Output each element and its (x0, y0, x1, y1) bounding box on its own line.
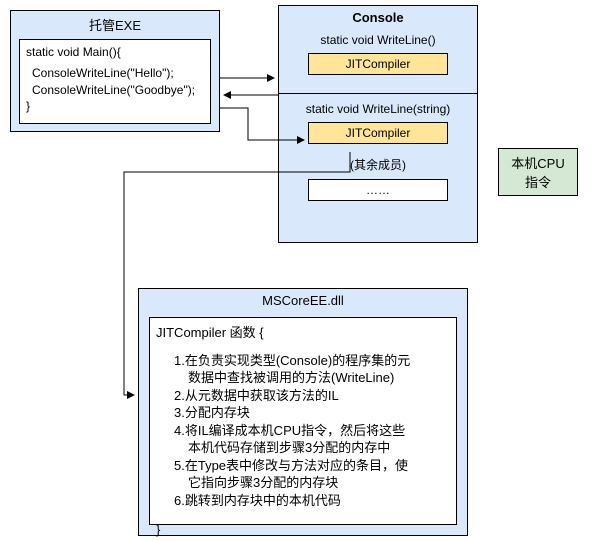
managed-exe-title: 托管EXE (11, 11, 219, 38)
method-1-label: static void WriteLine() (279, 31, 477, 49)
mscoreee-box: MSCoreEE.dll JITCompiler 函数 { 1.在负责实现类型(… (138, 288, 468, 536)
ellipsis-box: …… (308, 179, 448, 201)
main-code-box: static void Main(){ ConsoleWriteLine("He… (19, 39, 211, 124)
code-line-3: ConsoleWriteLine("Goodbye"); (20, 82, 210, 99)
step4a: 4.将IL编译成本机CPU指令，然后将这些 (174, 422, 450, 440)
step2: 2.从元数据中获取该方法的IL (174, 387, 450, 405)
step5b: 它指向步骤3分配的内存块 (174, 474, 450, 492)
code-line-1: static void Main(){ (20, 40, 210, 65)
jit-func-box: JITCompiler 函数 { 1.在负责实现类型(Console)的程序集的… (149, 317, 457, 525)
mscoreee-title: MSCoreEE.dll (139, 289, 467, 312)
step1a: 1.在负责实现类型(Console)的程序集的元 (174, 352, 450, 370)
step1b: 数据中查找被调用的方法(WriteLine) (174, 369, 450, 387)
method-2-label: static void WriteLine(string) (279, 100, 477, 118)
jit-1-box: JITCompiler (308, 53, 448, 75)
step3: 3.分配内存块 (174, 404, 450, 422)
jit-footer: } (156, 521, 450, 539)
cpu-line-1: 本机CPU (499, 153, 577, 172)
ellipsis-label: …… (366, 183, 390, 197)
step6: 6.跳转到内存块中的本机代码 (174, 492, 450, 510)
code-line-4: } (20, 98, 210, 119)
jit-1-label: JITCompiler (346, 57, 411, 71)
code-line-2: ConsoleWriteLine("Hello"); (20, 65, 210, 82)
jit-2-label: JITCompiler (346, 126, 411, 140)
other-members-label: (其余成员) (279, 154, 477, 175)
step5a: 5.在Type表中修改与方法对应的条目，使 (174, 457, 450, 475)
console-box: Console static void WriteLine() JITCompi… (278, 5, 478, 243)
jit-2-box: JITCompiler (308, 122, 448, 144)
cpu-box: 本机CPU 指令 (498, 148, 578, 196)
managed-exe-box: 托管EXE static void Main(){ ConsoleWriteLi… (10, 10, 220, 132)
step4b: 本机代码存储到步骤3分配的内存中 (174, 439, 450, 457)
console-title: Console (279, 6, 477, 29)
jit-header: JITCompiler 函数 { (156, 324, 450, 342)
cpu-line-2: 指令 (499, 172, 577, 191)
